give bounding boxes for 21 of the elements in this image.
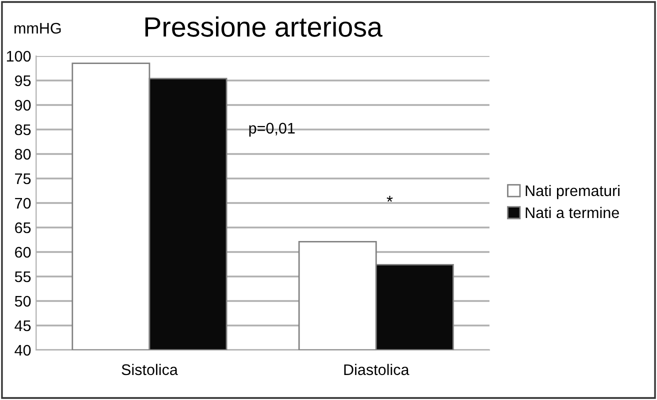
y-tick-label: 45 (14, 320, 31, 332)
annotation: p=0,01 (249, 122, 295, 137)
y-tick-label: 50 (14, 296, 31, 307)
chart-title: Pressione arteriosa (145, 16, 382, 37)
y-tick-label: 70 (15, 198, 31, 209)
y-tick-label: 65 (15, 222, 31, 234)
y-tick-label: 55 (14, 272, 31, 282)
y-tick-label: 90 (15, 100, 31, 111)
y-tick-label: 60 (15, 246, 31, 258)
legend-label: Nati a termine (526, 206, 619, 218)
annotation: * (386, 196, 393, 202)
y-tick-label: 85 (14, 124, 31, 136)
y-tick-label: 100 (6, 50, 31, 62)
y-axis-title: mmHG (14, 22, 61, 34)
y-tick-label: 95 (15, 75, 31, 86)
y-tick-label: 75 (15, 174, 31, 184)
y-tick-label: 40 (14, 344, 31, 356)
legend-label: Nati prematuri (526, 184, 620, 200)
y-tick-label: 80 (14, 148, 31, 160)
x-tick-label: Sistolica (122, 364, 178, 376)
x-tick-label: Diastolica (344, 364, 410, 376)
